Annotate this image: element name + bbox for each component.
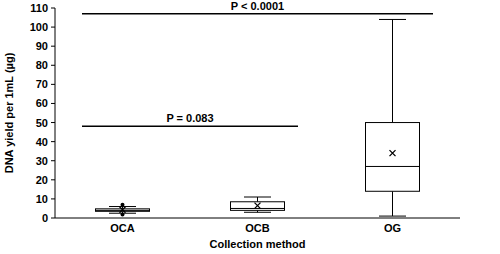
whisker-cap-lower	[379, 216, 406, 217]
outlier	[121, 203, 125, 207]
mean-marker	[390, 150, 396, 156]
p-value: P = 0.083	[166, 112, 213, 124]
y-tick-label: 100	[30, 21, 48, 33]
y-tick-label: 70	[36, 78, 48, 90]
y-tick	[51, 84, 55, 85]
whisker-upper	[392, 19, 393, 122]
y-tick	[51, 103, 55, 104]
y-tick	[51, 46, 55, 47]
whisker-upper	[257, 197, 258, 202]
y-tick-label: 0	[42, 212, 48, 224]
plot-marks	[96, 19, 420, 216]
box	[366, 123, 420, 192]
y-tick-label: 40	[36, 136, 48, 148]
y-axis	[55, 8, 56, 218]
y-tick-label: 10	[36, 193, 48, 205]
y-tick-label: 60	[36, 97, 48, 109]
median	[231, 208, 285, 209]
y-axis-title: DNA yield per 1mL (µg)	[3, 52, 15, 173]
y-tick	[51, 65, 55, 66]
whisker-cap-upper	[244, 197, 271, 198]
y-tick-label: 110	[30, 2, 48, 14]
whisker-cap-upper	[379, 19, 406, 20]
y-tick	[51, 27, 55, 28]
y-tick-label: 50	[36, 117, 48, 129]
significance-bar	[82, 126, 298, 128]
chart: 0 10 20 30 40 50 60 70 80 90 100 110 OCA OCB OG Collect…	[0, 0, 500, 254]
outlier	[121, 213, 125, 217]
x-tick-label: OCA	[110, 222, 135, 234]
y-tick-label: 80	[36, 59, 48, 71]
x-axis-title: Collection method	[210, 238, 306, 250]
significance-bar	[82, 13, 433, 15]
y-tick-label: 30	[36, 155, 48, 167]
box	[231, 202, 285, 211]
median	[366, 166, 420, 167]
y-tick	[51, 141, 55, 142]
y-tick	[51, 8, 55, 9]
x-tick-label: OG	[384, 222, 401, 234]
y-tick	[51, 122, 55, 123]
y-tick	[51, 218, 55, 219]
y-tick	[51, 198, 55, 199]
p-value: P < 0.0001	[231, 0, 284, 12]
x-tick-label: OCB	[245, 222, 270, 234]
y-tick	[51, 179, 55, 180]
whisker-cap-lower	[244, 212, 271, 213]
x-axis	[55, 218, 460, 219]
whisker-lower	[392, 191, 393, 216]
y-tick	[51, 160, 55, 161]
mean-marker	[255, 203, 261, 209]
y-tick-label: 20	[36, 174, 48, 186]
mean-marker	[120, 207, 126, 213]
y-tick-label: 90	[36, 40, 48, 52]
